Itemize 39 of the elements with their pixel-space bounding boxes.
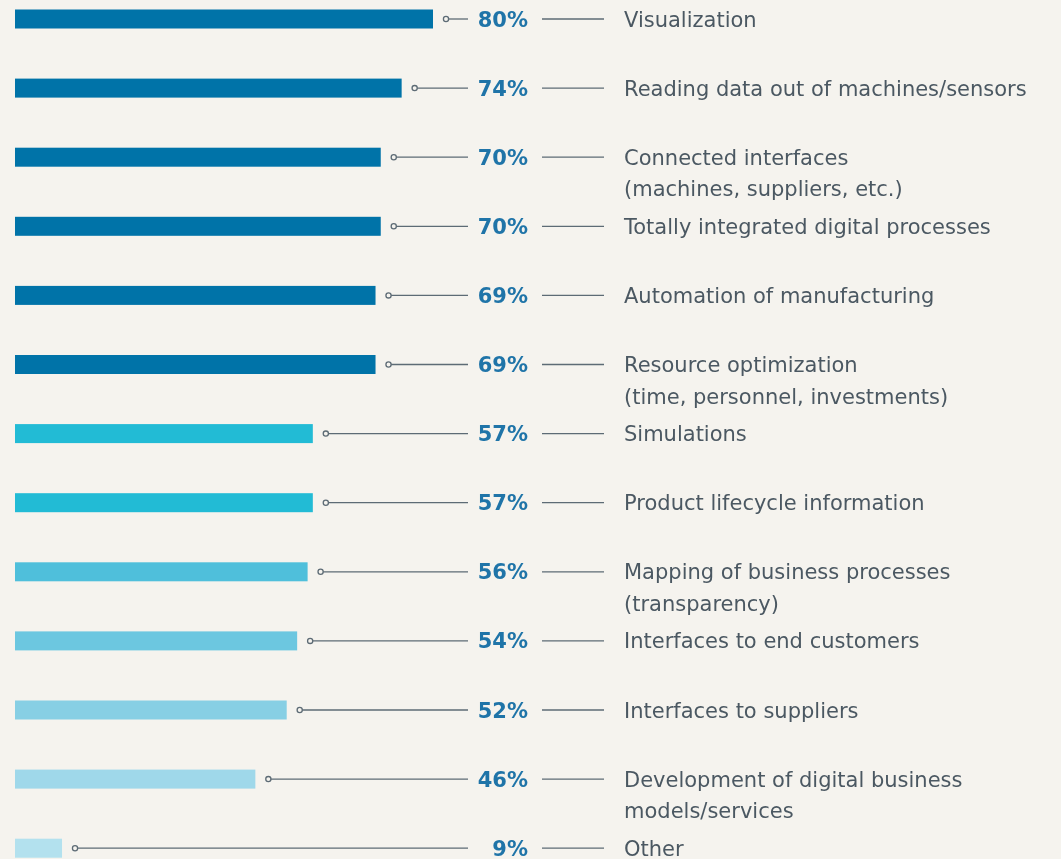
- bar: [15, 424, 313, 444]
- data-label: 56%: [477, 560, 528, 585]
- bar: [15, 9, 433, 29]
- data-label: 54%: [477, 629, 528, 654]
- data-label: 70%: [477, 214, 528, 239]
- y-tick-label: Connected interfaces (machines, suppliers, etc.): [624, 145, 903, 202]
- y-tick-label: Development of digital business models/services: [624, 767, 963, 824]
- y-tick-label: Reading data out of machines/sensors: [624, 76, 1027, 101]
- data-label: 9%: [492, 836, 528, 859]
- bar: [15, 769, 256, 789]
- bar: [15, 78, 402, 98]
- y-tick-label: Totally integrated digital processes: [623, 214, 991, 239]
- bar: [15, 562, 308, 582]
- bar: [15, 285, 376, 305]
- data-label: 57%: [477, 491, 528, 516]
- data-label: 57%: [477, 422, 528, 447]
- data-label: 69%: [477, 353, 528, 378]
- y-tick-label: Interfaces to suppliers: [624, 698, 859, 723]
- y-tick-label: Product lifecycle information: [624, 491, 925, 516]
- y-tick-label: Resource optimization (time, personnel, investments): [624, 353, 949, 409]
- data-label: 74%: [477, 76, 528, 101]
- y-tick-label: Automation of manufacturing: [624, 283, 935, 308]
- bar: [15, 355, 376, 374]
- data-label: 46%: [477, 767, 528, 792]
- y-tick-label: Other: [624, 836, 684, 859]
- bar: [15, 216, 381, 236]
- y-tick-label: Interfaces to end customers: [624, 629, 920, 654]
- y-tick-label: Mapping of business processes (transparency): [624, 560, 951, 616]
- bar: [15, 631, 298, 651]
- bar: [15, 147, 381, 167]
- bar: [15, 700, 287, 720]
- bar: [15, 838, 63, 858]
- data-label: 52%: [477, 698, 528, 723]
- y-tick-label: Simulations: [624, 422, 747, 447]
- data-label: 70%: [477, 145, 528, 170]
- data-label: 80%: [477, 7, 528, 32]
- bar: [15, 493, 313, 513]
- data-label: 69%: [477, 283, 528, 308]
- y-tick-label: Visualization: [624, 7, 757, 32]
